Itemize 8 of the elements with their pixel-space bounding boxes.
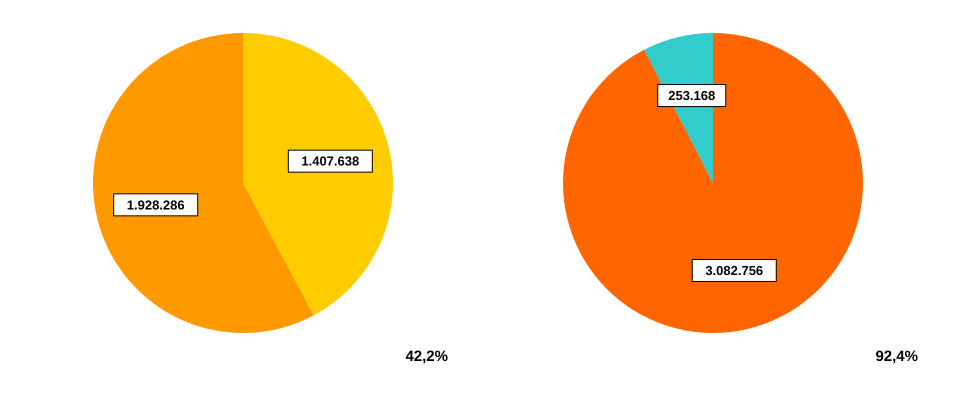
data-label: 1.407.638: [301, 154, 360, 169]
text: 92,4%: [875, 348, 918, 365]
pie-slice: [243, 33, 393, 316]
data-label: 3.082.756: [705, 262, 764, 278]
data-label: 1.928.286: [126, 197, 185, 212]
data-label: 253.168: [668, 88, 716, 104]
text: 42,2%: [405, 348, 448, 365]
pie-slice: [563, 33, 863, 333]
